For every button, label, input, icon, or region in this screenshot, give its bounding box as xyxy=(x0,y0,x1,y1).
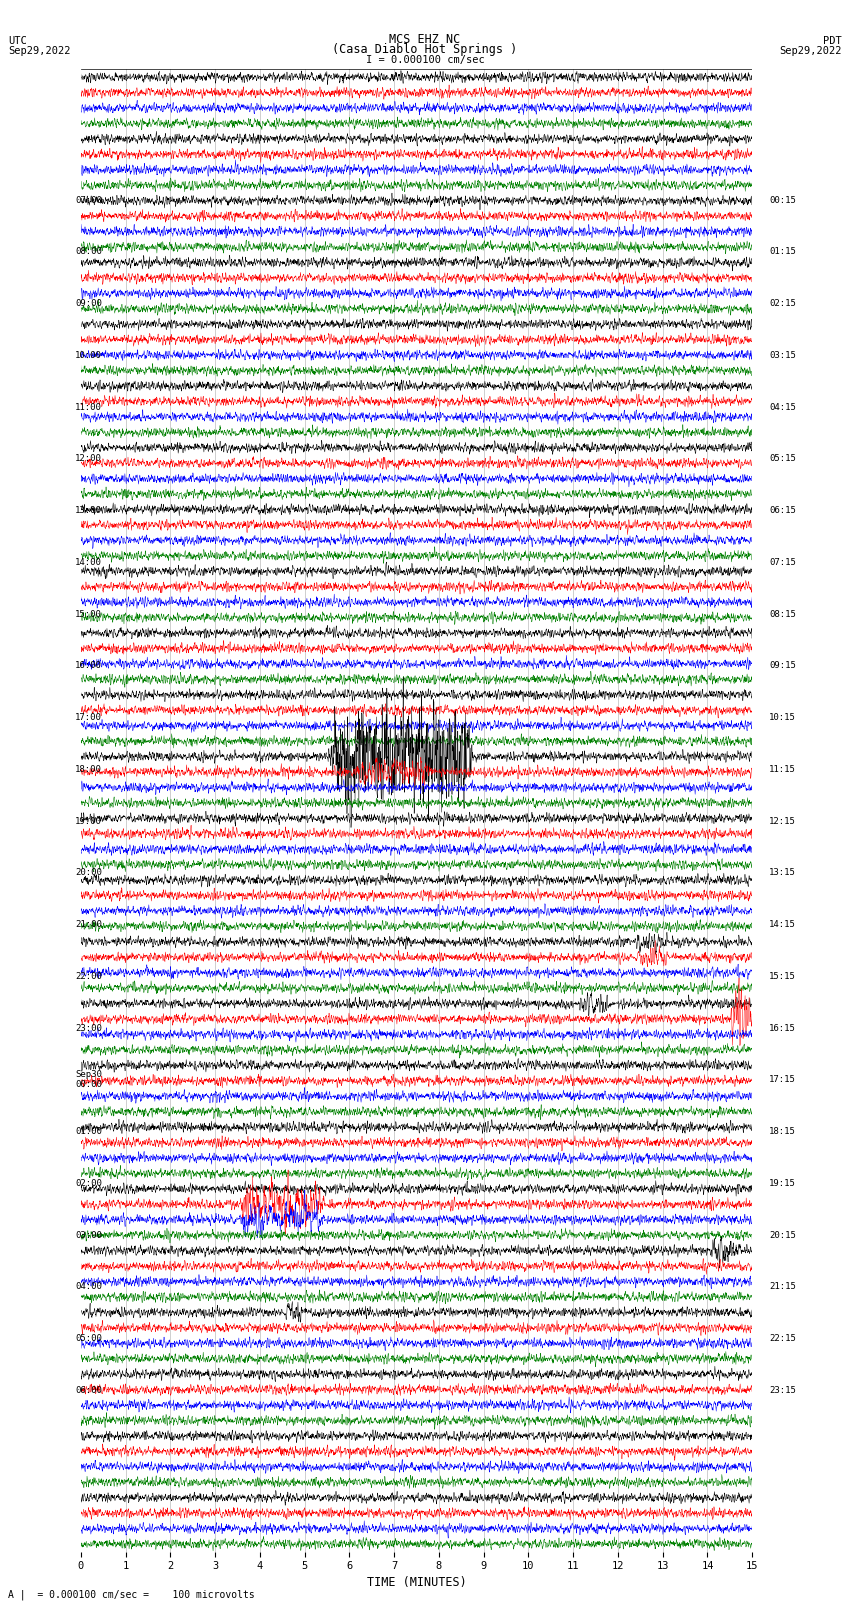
Text: 02:00: 02:00 xyxy=(75,1179,102,1187)
Text: 16:00: 16:00 xyxy=(75,661,102,671)
Text: 00:15: 00:15 xyxy=(769,195,796,205)
Text: 22:00: 22:00 xyxy=(75,971,102,981)
Text: 16:15: 16:15 xyxy=(769,1024,796,1032)
Text: 02:15: 02:15 xyxy=(769,298,796,308)
Text: 18:15: 18:15 xyxy=(769,1127,796,1136)
Text: UTC: UTC xyxy=(8,35,27,45)
Text: 12:15: 12:15 xyxy=(769,816,796,826)
Text: 13:00: 13:00 xyxy=(75,506,102,515)
Text: 14:00: 14:00 xyxy=(75,558,102,566)
Text: 13:15: 13:15 xyxy=(769,868,796,877)
Text: 01:15: 01:15 xyxy=(769,247,796,256)
Text: 07:15: 07:15 xyxy=(769,558,796,566)
Text: 03:15: 03:15 xyxy=(769,350,796,360)
Text: 11:15: 11:15 xyxy=(769,765,796,774)
Text: 21:15: 21:15 xyxy=(769,1282,796,1292)
Text: 05:00: 05:00 xyxy=(75,1334,102,1344)
Text: Sep29,2022: Sep29,2022 xyxy=(779,45,842,56)
Text: 04:15: 04:15 xyxy=(769,403,796,411)
Text: 05:15: 05:15 xyxy=(769,455,796,463)
Text: 10:15: 10:15 xyxy=(769,713,796,723)
Text: 19:15: 19:15 xyxy=(769,1179,796,1187)
Text: 01:00: 01:00 xyxy=(75,1127,102,1136)
Text: 07:00: 07:00 xyxy=(75,195,102,205)
Text: 17:15: 17:15 xyxy=(769,1076,796,1084)
Text: MCS EHZ NC: MCS EHZ NC xyxy=(389,32,461,45)
Text: I = 0.000100 cm/sec: I = 0.000100 cm/sec xyxy=(366,55,484,65)
Text: 09:00: 09:00 xyxy=(75,298,102,308)
Text: 23:00: 23:00 xyxy=(75,1024,102,1032)
Text: 17:00: 17:00 xyxy=(75,713,102,723)
Text: 15:15: 15:15 xyxy=(769,971,796,981)
Text: 04:00: 04:00 xyxy=(75,1282,102,1292)
Text: 21:00: 21:00 xyxy=(75,919,102,929)
Text: PDT: PDT xyxy=(823,35,842,45)
Text: Sep29,2022: Sep29,2022 xyxy=(8,45,71,56)
Text: 20:00: 20:00 xyxy=(75,868,102,877)
Text: 19:00: 19:00 xyxy=(75,816,102,826)
Text: 15:00: 15:00 xyxy=(75,610,102,618)
Text: 08:15: 08:15 xyxy=(769,610,796,618)
Text: A |  = 0.000100 cm/sec =    100 microvolts: A | = 0.000100 cm/sec = 100 microvolts xyxy=(8,1589,255,1600)
Text: 11:00: 11:00 xyxy=(75,403,102,411)
Text: Sep30
00:00: Sep30 00:00 xyxy=(75,1069,102,1089)
Text: 20:15: 20:15 xyxy=(769,1231,796,1239)
Text: 06:15: 06:15 xyxy=(769,506,796,515)
Text: 12:00: 12:00 xyxy=(75,455,102,463)
Text: 14:15: 14:15 xyxy=(769,919,796,929)
Text: 08:00: 08:00 xyxy=(75,247,102,256)
Text: 06:00: 06:00 xyxy=(75,1386,102,1395)
Text: 22:15: 22:15 xyxy=(769,1334,796,1344)
Text: 18:00: 18:00 xyxy=(75,765,102,774)
Text: 09:15: 09:15 xyxy=(769,661,796,671)
Text: 10:00: 10:00 xyxy=(75,350,102,360)
Text: 23:15: 23:15 xyxy=(769,1386,796,1395)
X-axis label: TIME (MINUTES): TIME (MINUTES) xyxy=(366,1576,467,1589)
Text: (Casa Diablo Hot Springs ): (Casa Diablo Hot Springs ) xyxy=(332,42,518,56)
Text: 03:00: 03:00 xyxy=(75,1231,102,1239)
